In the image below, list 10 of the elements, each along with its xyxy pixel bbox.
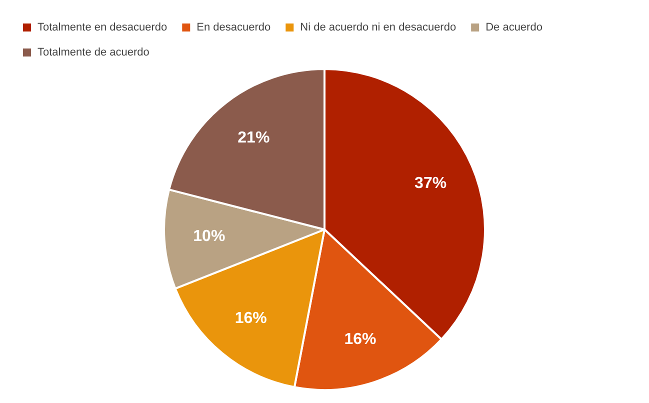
legend-label: Totalmente de acuerdo bbox=[38, 46, 150, 59]
data-label: 16% bbox=[234, 310, 267, 327]
legend-label: En desacuerdo bbox=[196, 22, 271, 34]
legend-label: Totalmente en desacuerdo bbox=[38, 22, 168, 34]
data-label: 37% bbox=[414, 175, 447, 192]
legend-label: De acuerdo bbox=[486, 22, 542, 34]
data-label: 21% bbox=[238, 130, 270, 147]
data-label: 10% bbox=[193, 228, 226, 246]
legend-label: Ni de acuerdo ni en desacuerdo bbox=[300, 22, 456, 34]
data-label: 16% bbox=[344, 330, 376, 348]
